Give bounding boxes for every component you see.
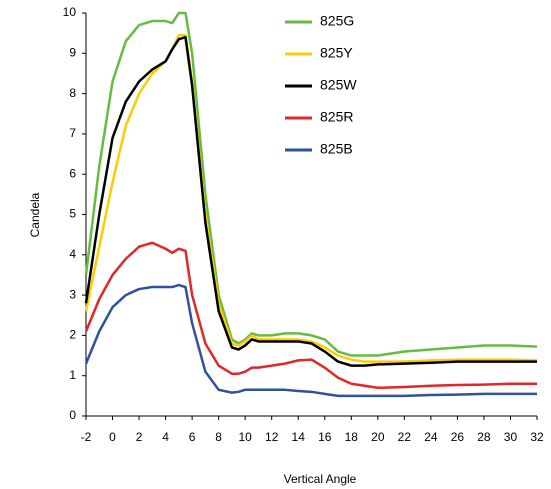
series-line [84,35,537,367]
x-tick-label: 2 [136,430,143,444]
x-tick-label: 30 [504,430,518,444]
x-axis-label: Vertical Angle [284,472,357,486]
legend-label: 825G [320,13,354,29]
x-tick-label: 18 [345,430,359,444]
series-line [84,283,537,398]
y-tick-label: 1 [69,368,76,382]
x-tick-label: -2 [81,430,92,444]
series-line [84,33,538,363]
y-tick-label: 8 [69,86,76,100]
x-tick-label: 24 [424,430,438,444]
x-tick-label: 20 [371,430,385,444]
x-tick-label: 32 [530,430,544,444]
series-line [84,11,538,357]
y-tick-label: 9 [69,45,76,59]
y-tick-label: 2 [69,328,76,342]
y-tick-label: 0 [69,408,76,422]
legend-label: 825Y [320,45,353,61]
x-tick-label: 16 [318,430,332,444]
legend-label: 825W [320,77,357,93]
x-tick-label: 28 [477,430,491,444]
y-tick-label: 7 [69,126,76,140]
y-tick-label: 6 [69,166,76,180]
legend-label: 825R [320,109,353,125]
y-axis-label: Candela [28,192,42,237]
series-line [84,241,537,390]
x-tick-label: 4 [162,430,169,444]
x-tick-label: 8 [215,430,222,444]
x-tick-label: 22 [398,430,412,444]
y-tick-label: 10 [63,5,77,19]
y-tick-label: 5 [69,207,76,221]
legend-label: 825B [320,141,353,157]
x-tick-label: 14 [292,430,306,444]
x-tick-label: 12 [265,430,279,444]
x-tick-label: 10 [238,430,252,444]
x-tick-label: 6 [189,430,196,444]
x-tick-label: 0 [109,430,116,444]
y-tick-label: 4 [69,247,76,261]
x-tick-label: 26 [451,430,465,444]
y-tick-label: 3 [69,287,76,301]
